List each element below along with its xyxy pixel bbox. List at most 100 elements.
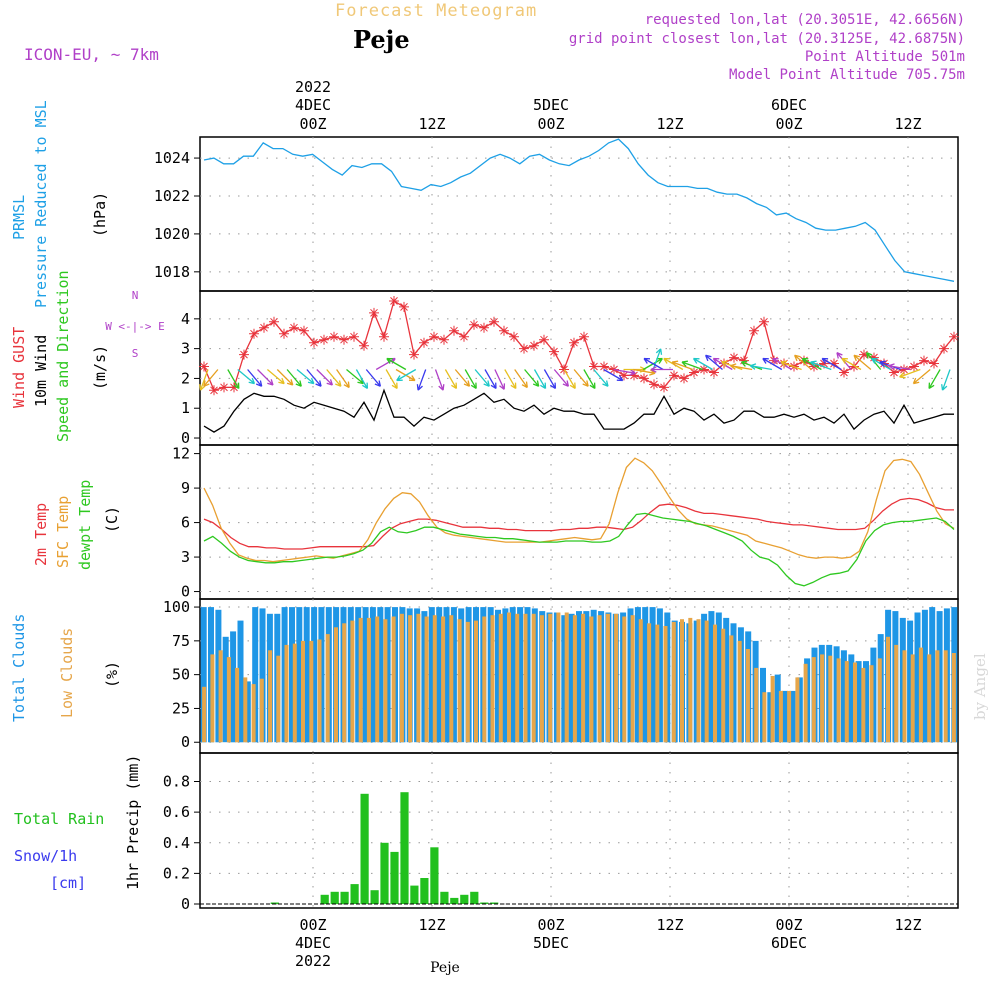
data-bar [355,607,362,743]
gust-marker [199,361,209,372]
wind-arrow [386,357,407,371]
panel-frame [199,444,959,600]
y-tick-label: 1024 [154,149,190,167]
data-bar [663,626,668,743]
data-bar [701,613,708,743]
bottom-year-label: 2022 [295,952,331,970]
wind-arrow [464,369,477,390]
data-bar [465,621,470,743]
data-bar [715,612,722,743]
data-bar [334,627,338,743]
y-tick-label: 50 [172,666,190,684]
gust-marker [529,340,539,351]
gust-marker [579,331,589,342]
gust-marker [489,316,499,327]
data-bar [517,607,524,743]
wind-arrow [454,369,471,387]
data-bar [696,619,701,743]
data-bar [894,644,899,743]
data-bar [498,613,503,743]
data-bar [441,616,446,743]
data-bar [539,615,544,743]
data-bar [430,847,439,904]
data-bar [330,891,339,905]
data-bar [927,654,932,743]
data-bar [218,650,223,743]
data-bar [320,894,329,904]
y-tick-label: 1020 [154,225,190,243]
y-tick-label: 3 [181,340,190,358]
compass-we: W <-|-> E [105,320,165,333]
top-hour-label: 12Z [656,115,683,133]
data-bar [509,607,516,743]
wind-arrow [681,360,703,371]
data-bar [390,851,399,904]
wind-arrow [375,357,396,371]
gust-marker [759,316,769,327]
10m-wind-label: 10m Wind [32,335,50,407]
gust-marker [269,316,279,327]
pressure-panel: 1018 1020 1022 1024 [154,136,959,292]
series-line [203,457,955,563]
data-bar [782,690,788,743]
gust-marker [229,382,239,393]
data-bar [590,609,597,743]
wind-gust-label: Wind GUST [10,327,28,408]
gust-marker [659,382,669,393]
data-bar [432,615,437,743]
wind-arrow [671,360,694,371]
wind-arrow [841,357,862,371]
data-bar [428,607,435,743]
bottom-hour-label: 00Z [537,916,564,934]
pressure-reduced-label: Pressure Reduced to MSL [32,100,50,308]
wind-arrow [524,369,540,387]
gust-marker [679,373,689,384]
wind-arrow [643,357,664,371]
data-bar [490,902,499,904]
top-hour-label: 12Z [418,115,445,133]
gust-marker [219,382,229,393]
hpa-unit: (hPa) [91,192,109,237]
data-bar [671,621,676,743]
gust-marker [239,349,249,360]
gust-marker [359,340,369,351]
data-bar [244,681,251,743]
data-bar [708,611,715,743]
data-bar [656,608,663,743]
data-bar [480,902,489,904]
wind-arrow [749,363,773,371]
data-bar [296,607,303,743]
series-line [203,512,955,587]
top-year-label: 2022 [295,78,331,96]
y-tick-label: 1022 [154,187,190,205]
y-tick-label: 3 [181,548,190,566]
data-bar [440,891,449,905]
data-bar [877,658,882,743]
data-bar [502,608,509,743]
data-bar [902,650,907,743]
data-bar [861,667,866,743]
data-bar [289,607,295,743]
data-bar [303,607,310,743]
data-bar [642,607,649,743]
bottom-hour-label: 00Z [299,916,326,934]
y-tick-label: 4 [181,310,190,328]
gust-marker [729,352,739,363]
gust-marker [859,349,869,360]
data-bar [855,661,862,743]
wind-arrow [704,354,723,370]
wind-arrow [504,369,517,390]
gust-marker [949,331,959,342]
model-point-altitude: Model Point Altitude 705.75m [729,67,965,83]
requested-coords: requested lon,lat (20.3051E, 42.6656N) [645,12,965,28]
data-bar [317,639,322,743]
data-bar [935,650,940,743]
data-bar [311,607,318,743]
gust-marker [739,355,749,366]
gust-marker [709,367,719,378]
wind-arrow [650,366,673,373]
gust-marker [429,331,439,342]
wind-arrow [888,363,911,371]
data-bar [301,640,305,743]
gust-marker [339,334,349,345]
